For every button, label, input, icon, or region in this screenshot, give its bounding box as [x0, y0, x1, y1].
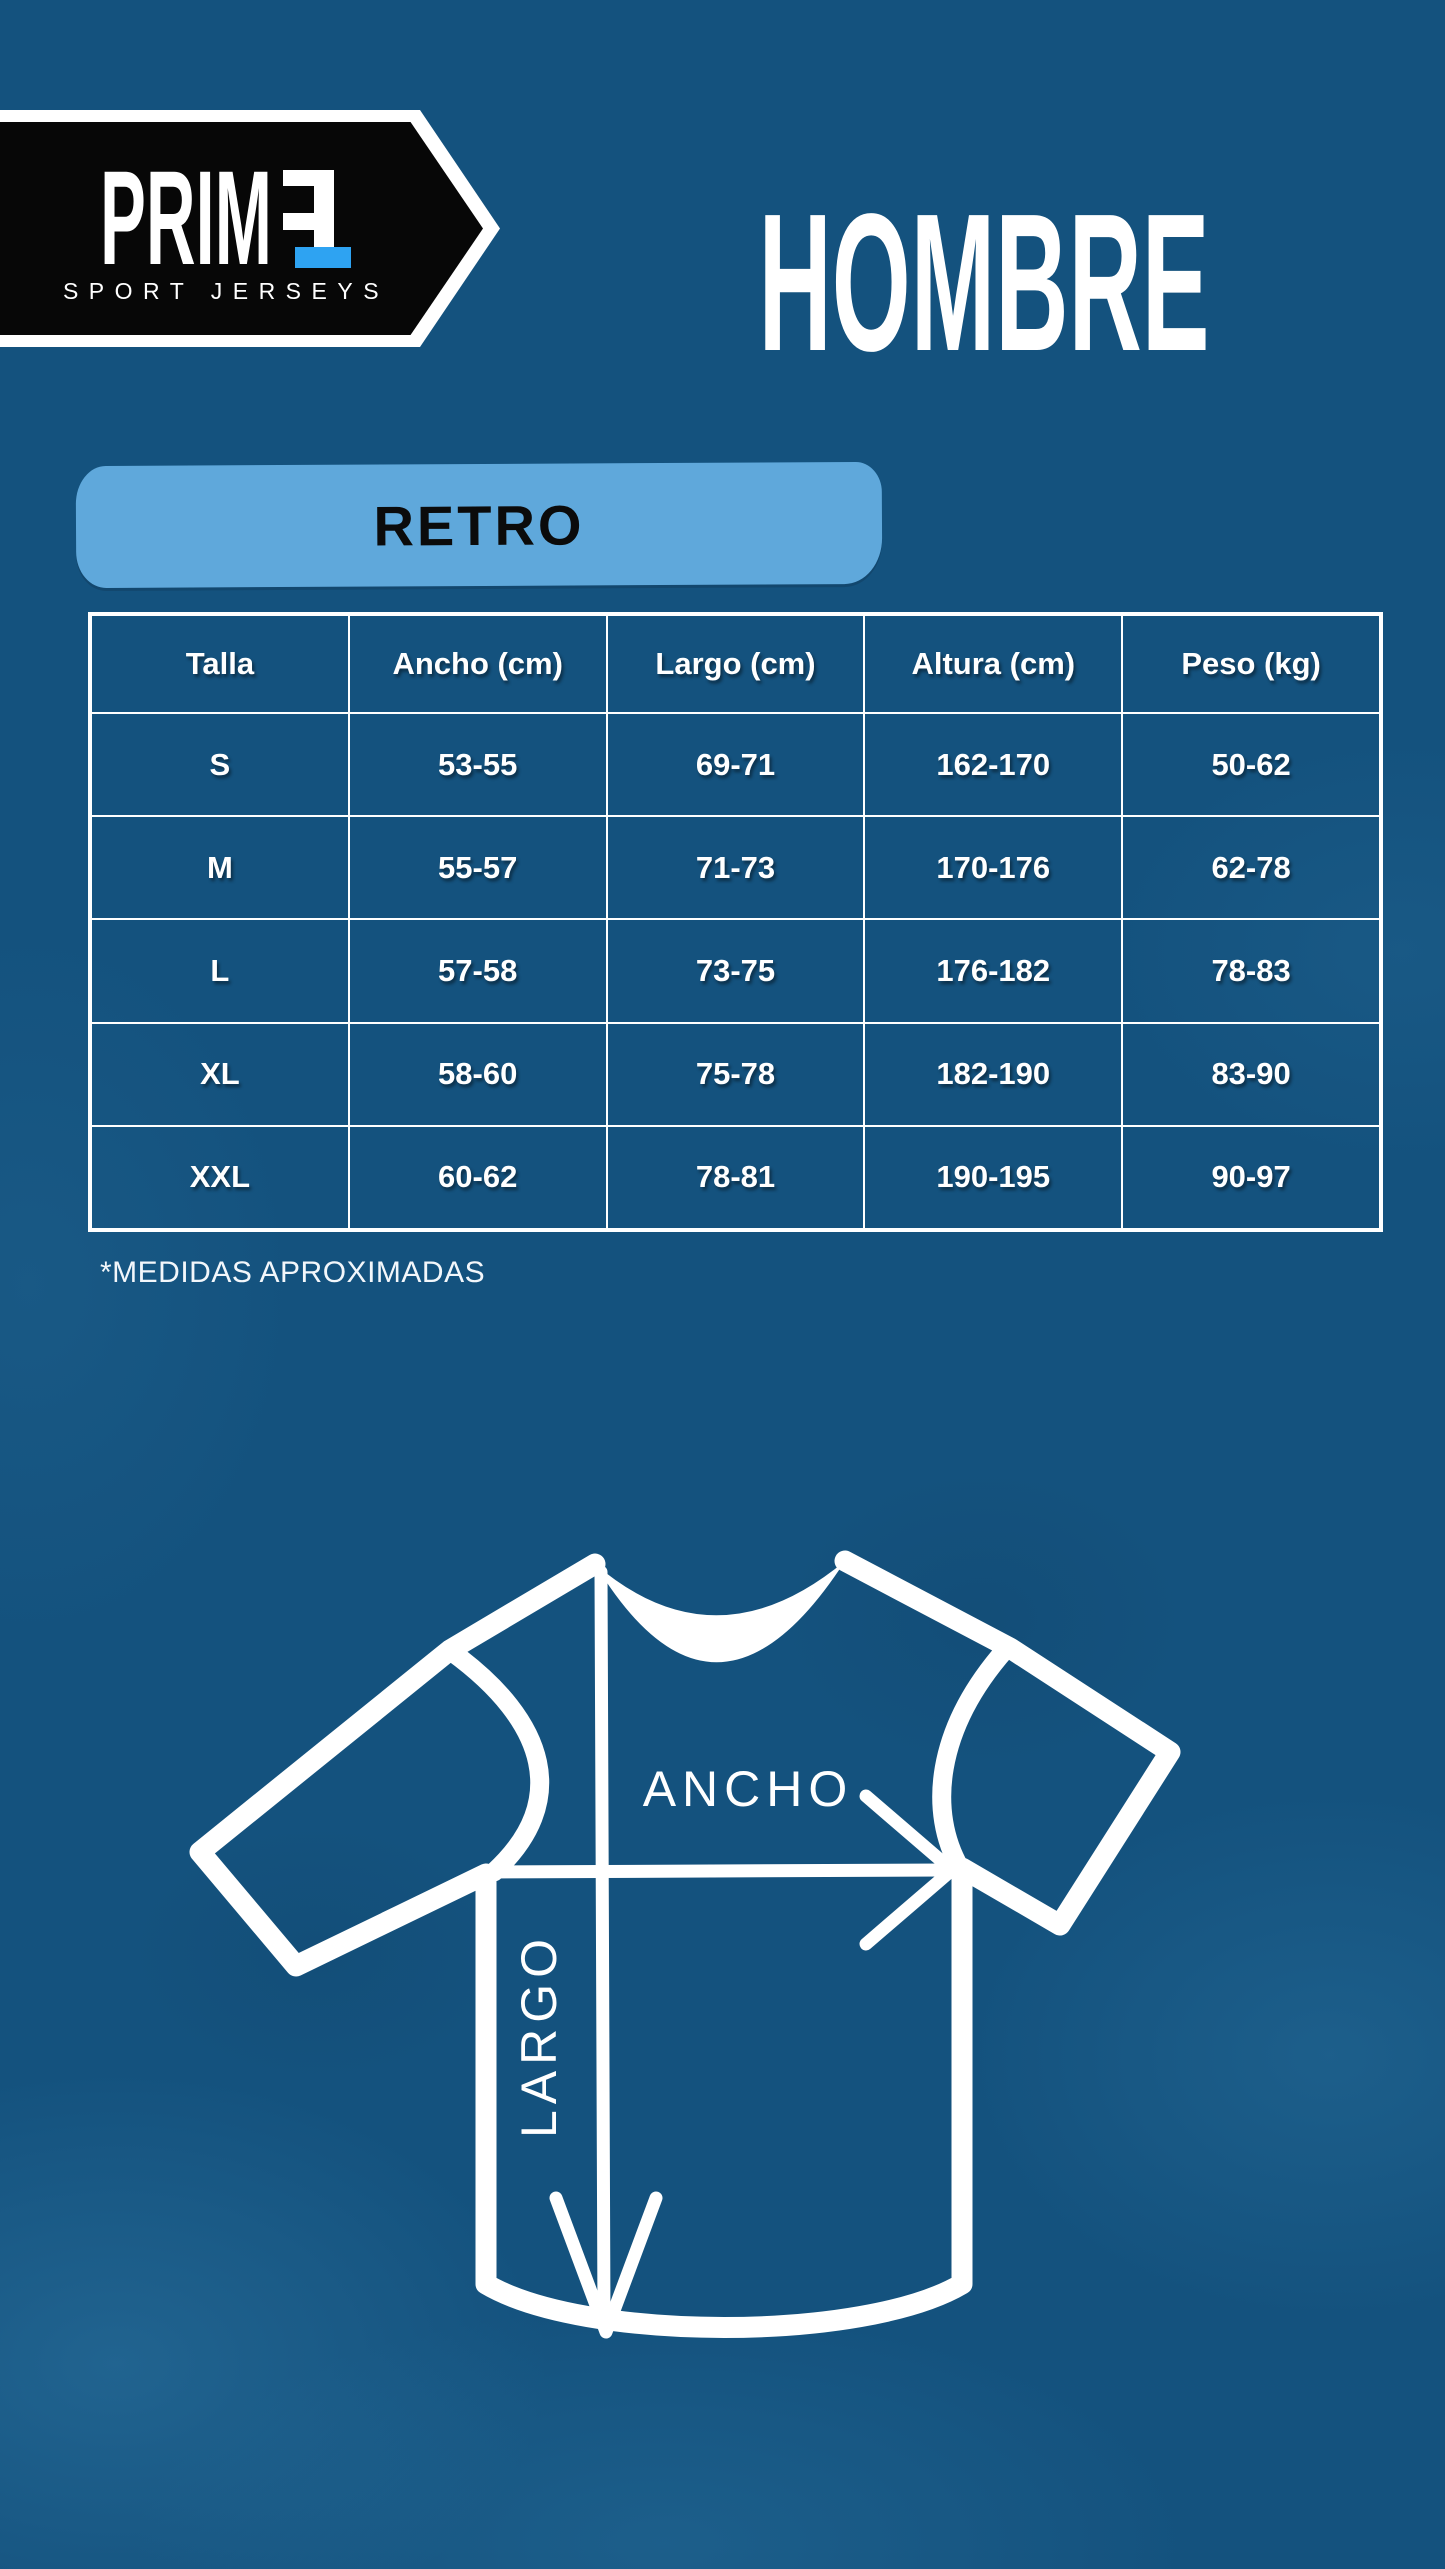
down-arrowhead-icon [549, 2191, 663, 2339]
category-badge-label: RETRO [373, 492, 585, 558]
column-header-talla: Talla [91, 615, 349, 713]
size-cell: 170-176 [864, 816, 1123, 920]
size-cell: 90-97 [1122, 1125, 1380, 1229]
measurements-footnote: *MEDIDAS APROXIMADAS [100, 1256, 486, 1289]
size-cell: 57-58 [348, 919, 607, 1023]
logo-letter-e-glyph [314, 170, 334, 257]
page-title: HOMBRE [759, 173, 1210, 392]
size-cell: 73-75 [606, 919, 865, 1023]
right-arrowhead-icon [859, 1789, 959, 1951]
brand-banner: PRIM SPORT JERSEYS [0, 110, 500, 347]
column-header-altura: Altura (cm) [864, 615, 1123, 713]
column-header-peso: Peso (kg) [1122, 615, 1380, 713]
page-title-hombre: HOMBRE [759, 173, 1210, 392]
size-cell: 182-190 [864, 1022, 1123, 1126]
banner-arrow-shape [0, 122, 483, 335]
category-badge-retro: RETRO [75, 461, 883, 589]
size-table: Talla Ancho (cm) Largo (cm) Altura (cm) … [88, 612, 1383, 1232]
size-cell: 62-78 [1122, 816, 1380, 920]
ancho-measure-line [483, 1863, 953, 1879]
size-cell: 53-55 [348, 713, 607, 817]
right-sleeve-seam [932, 1640, 1015, 1878]
logo-accent-underline [295, 247, 351, 268]
brand-tagline: SPORT JERSEYS [62, 278, 390, 304]
size-cell: 190-195 [864, 1125, 1123, 1229]
size-cell: 55-57 [348, 816, 607, 920]
size-cell-talla: M [91, 816, 349, 920]
brand-text: PRIM [100, 144, 272, 293]
size-cell: 71-73 [606, 816, 865, 920]
size-cell-talla: XXL [91, 1125, 349, 1229]
size-cell: 58-60 [348, 1022, 607, 1126]
largo-measure-line [594, 1565, 611, 2327]
column-header-largo: Largo (cm) [606, 615, 865, 713]
size-cell: 50-62 [1122, 713, 1380, 817]
size-cell: 78-83 [1122, 919, 1380, 1023]
size-cell: 83-90 [1122, 1022, 1380, 1126]
largo-label: LARGO [511, 1933, 567, 2138]
size-cell: 78-81 [606, 1125, 865, 1229]
size-cell-talla: S [91, 713, 349, 817]
left-sleeve-seam [442, 1642, 550, 1882]
size-cell: 162-170 [864, 713, 1123, 817]
size-cell-talla: XL [91, 1022, 349, 1126]
size-cell: 69-71 [606, 713, 865, 817]
size-cell: 75-78 [606, 1022, 865, 1126]
brand-wordmark: PRIM [100, 144, 272, 293]
ancho-label: ANCHO [643, 1761, 854, 1817]
collar [595, 1561, 845, 1663]
size-cell-talla: L [91, 919, 349, 1023]
tshirt-outline [189, 1550, 1181, 2338]
size-cell: 176-182 [864, 919, 1123, 1023]
size-cell: 60-62 [348, 1125, 607, 1229]
column-header-ancho: Ancho (cm) [348, 615, 607, 713]
